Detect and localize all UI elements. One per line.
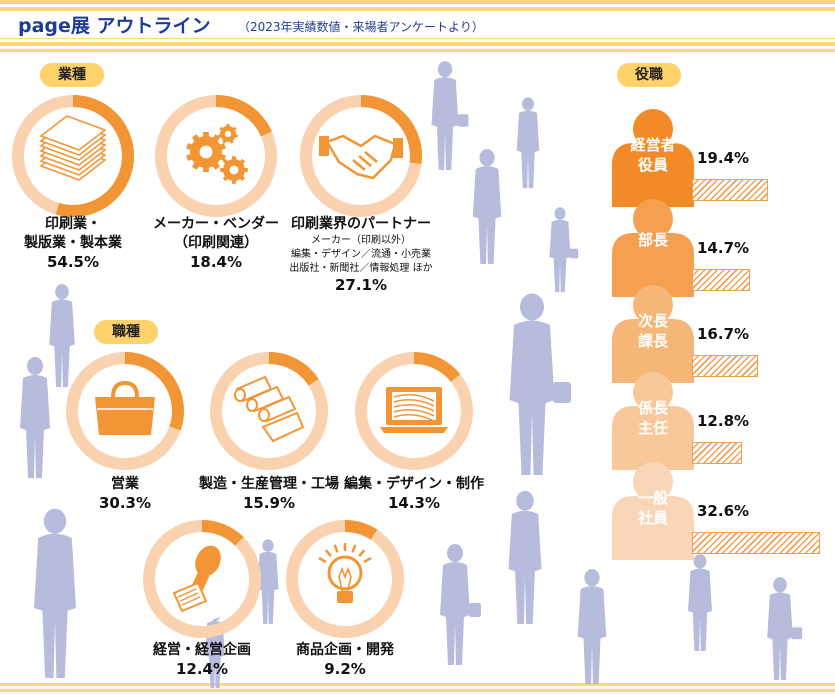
person-silhouette [257,539,279,624]
category-name: 商品企画・開発 [296,642,394,658]
category-name: 製造・生産管理・工場 [199,476,339,492]
role-section-label: 役職 [617,63,681,87]
role-name: 部長 [637,231,668,249]
donut-slice [210,352,328,470]
donut-label: 経営・経営企画 12.4% [92,641,312,679]
stamp-icon [172,545,221,613]
paper-stack-icon [39,115,107,181]
person-silhouette [577,569,607,684]
role-person-icon [612,285,694,383]
donut-slice [286,520,404,638]
page-title: page展 アウトライン [18,15,211,37]
donut-chart [210,352,328,470]
role-percent-label: 32.6% [697,502,750,520]
role-person-icon [612,199,694,297]
role-person-icon [612,109,694,207]
donut-slice [300,95,422,217]
percent-label: 18.4% [189,253,243,271]
header-band [0,14,835,38]
role-percent-label: 12.8% [697,412,750,430]
lightbulb-icon [318,543,372,603]
category-name: 製版業・製本業 [24,235,122,251]
category-name: メーカー・ベンダー [153,216,279,232]
briefcase-icon [95,380,155,435]
donut-label: 印刷業界のパートナーメーカー（印刷以外） 編集・デザイン／流通・小売業 出版社・新聞… [251,215,471,295]
percent-label: 9.2% [324,660,366,678]
category-name: 編集・デザイン・制作 [344,476,484,492]
percent-label: 54.5% [46,253,100,271]
person-silhouette [34,508,76,678]
footer-stripes [0,683,835,695]
donut-slice [355,352,473,470]
role-person-icon [612,462,694,560]
role-person-icon [612,372,694,470]
role-bar [692,355,758,377]
donut-label: 編集・デザイン・制作 14.3% [304,475,524,513]
person-silhouette [767,577,803,680]
person-silhouette [49,284,75,387]
donut-chart [355,352,473,470]
donut-chart [300,95,422,217]
category-detail: メーカー（印刷以外） [311,235,411,246]
donut-slice [12,95,134,217]
donut-chart [12,95,134,217]
percent-label: 27.1% [334,276,388,294]
role-name: 係長 主任 [637,399,668,437]
role-bar [692,269,750,291]
donut-chart [66,352,184,470]
person-silhouette [20,357,50,478]
category-detail: 編集・デザイン／流通・小売業 [291,249,431,260]
donut-chart [155,95,277,217]
category-name: （印刷関連） [174,235,258,251]
role-name: 経営者 役員 [630,136,676,174]
role-percent-label: 14.7% [697,239,750,257]
role-bar [692,532,820,554]
person-silhouette [549,207,579,292]
percent-label: 30.3% [98,494,152,512]
role-percent-label: 16.7% [697,325,750,343]
donut-label: メーカー・ベンダー （印刷関連） 18.4% [106,215,326,272]
role-bar [692,179,768,201]
donut-slice [155,95,277,217]
paper-rolls-icon [234,375,305,443]
person-silhouette [509,293,571,475]
category-name: 営業 [111,476,139,492]
handshake-icon [319,134,403,180]
donut-chart [286,520,404,638]
percent-label: 14.3% [387,494,441,512]
donut-chart [143,520,261,638]
donut-slice [143,520,261,638]
page-subtitle: （2023年実績数値・来場者アンケートより） [238,20,484,34]
category-detail: 出版社・新聞社／情報処理 ほか [289,263,433,274]
role-name: 一般 社員 [637,489,668,527]
donut-label: 商品企画・開発 9.2% [235,641,455,679]
person-silhouette [508,490,542,624]
percent-label: 12.4% [175,660,229,678]
donut-label: 営業 30.3% [15,475,235,513]
person-silhouette [440,544,481,665]
category-name: 印刷業界のパートナー [291,216,431,232]
category-name: 経営・経営企画 [153,642,251,658]
percent-label: 15.9% [242,494,296,512]
role-bar [692,442,742,464]
category-name: 印刷業・ [45,216,101,232]
industry-section-label: 業種 [40,63,104,87]
donut-label: 印刷業・製版業・製本業 54.5% [0,215,183,272]
job-section-label: 職種 [94,320,158,344]
person-silhouette [688,554,712,651]
person-silhouette [516,97,540,188]
donut-slice [66,352,184,470]
role-percent-label: 19.4% [697,149,750,167]
role-name: 次長 課長 [637,312,668,350]
person-silhouette [431,61,469,170]
donut-label: 製造・生産管理・工場 15.9% [159,475,379,513]
gears-icon [186,124,248,184]
person-silhouette [472,149,502,264]
laptop-icon [380,387,448,433]
